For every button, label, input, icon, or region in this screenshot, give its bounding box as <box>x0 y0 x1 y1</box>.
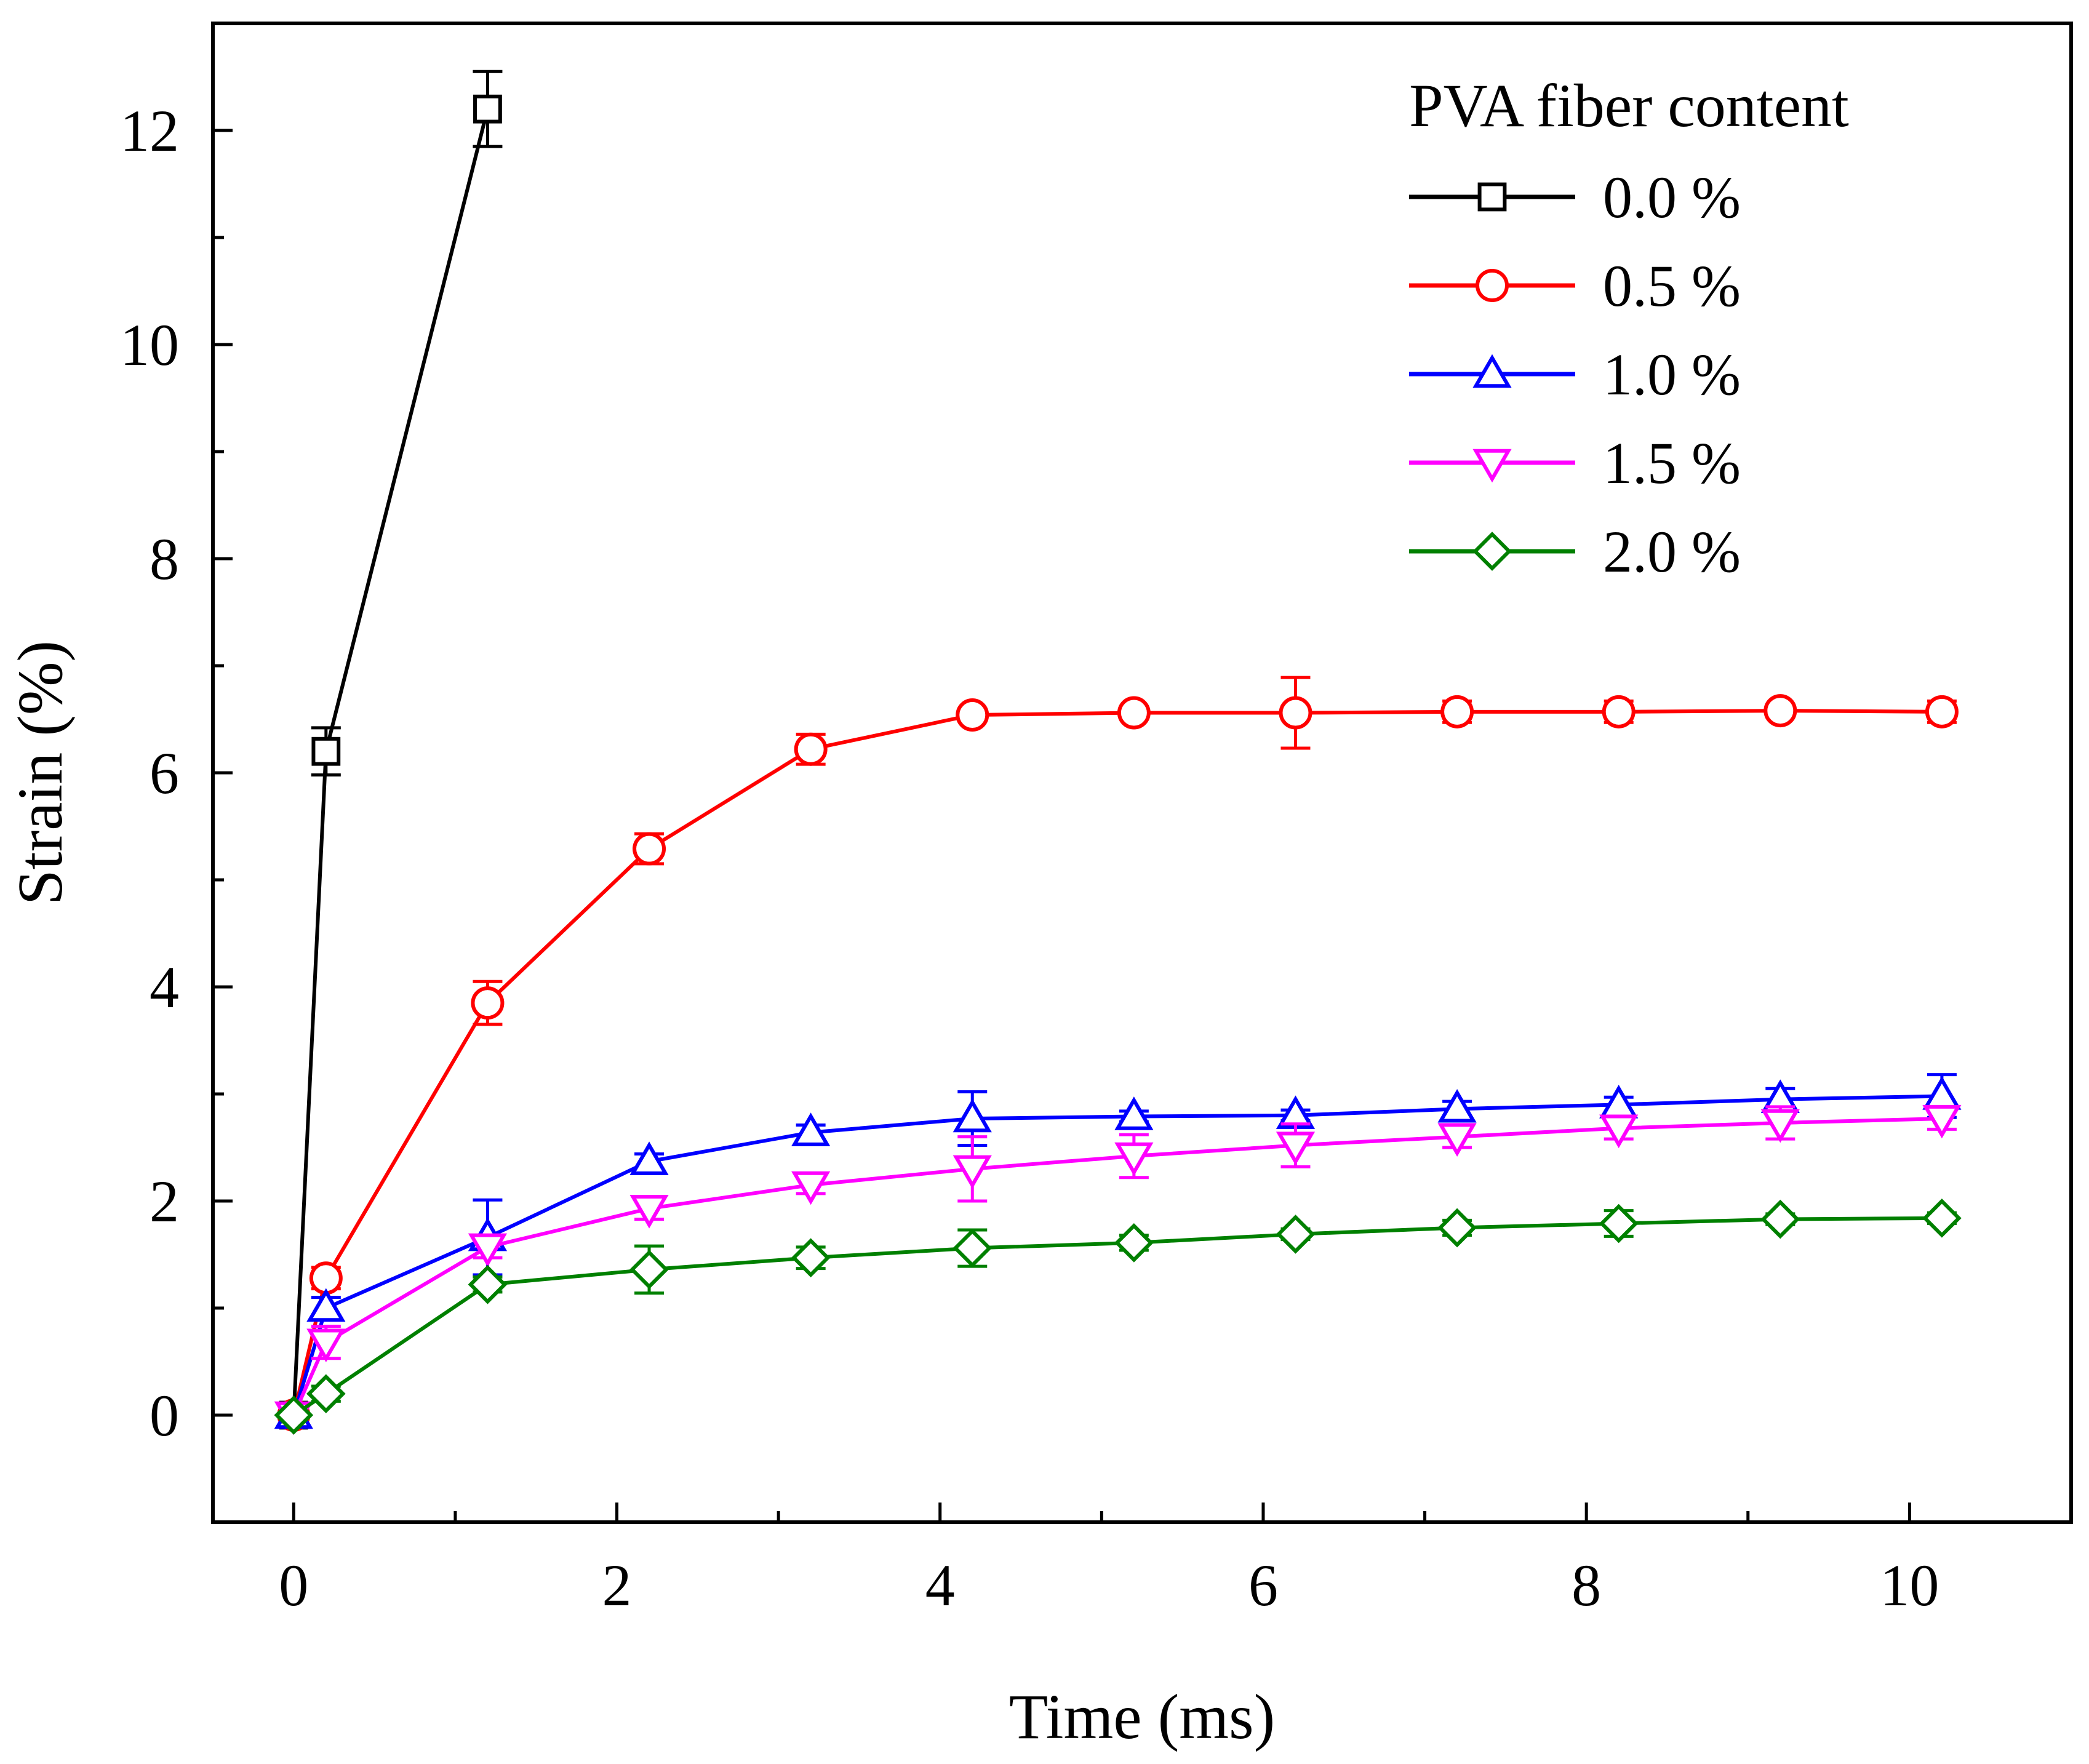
legend-label: 0.5 % <box>1603 253 1741 319</box>
data-point <box>1117 696 1151 730</box>
data-point <box>953 1155 992 1189</box>
data-point <box>471 986 505 1020</box>
series-line <box>292 709 1942 1416</box>
data-point <box>953 1098 992 1133</box>
data-point <box>1437 1088 1477 1123</box>
y-tick-label: 12 <box>120 98 179 164</box>
data-point <box>468 1233 508 1267</box>
x-tick-label: 8 <box>1572 1552 1601 1618</box>
data-point <box>1763 694 1797 728</box>
legend-label: 2.0 % <box>1603 519 1741 585</box>
y-tick-label: 4 <box>150 954 179 1020</box>
axes: 0 2 4 6 8 10 0 2 4 6 8 10 12 <box>120 98 1939 1618</box>
legend-title: PVA fiber content <box>1409 71 1849 140</box>
legend-marker <box>1472 354 1512 388</box>
data-point <box>1276 1215 1316 1254</box>
data-point <box>306 1374 346 1414</box>
x-tick-label: 10 <box>1880 1552 1939 1618</box>
y-axis-title: Strain (%) <box>5 641 76 905</box>
data-point <box>791 1238 831 1278</box>
data-point <box>311 736 341 766</box>
data-point <box>1114 1223 1154 1263</box>
series-line <box>292 1216 1942 1417</box>
legend-marker <box>1472 532 1512 571</box>
data-point <box>791 1171 831 1205</box>
legend-label: 1.0 % <box>1603 341 1741 407</box>
data-point <box>468 1264 508 1304</box>
legend: PVA fiber content 0.0 % 0.5 % 1.0 % 1.5 % 2.… <box>1409 71 1849 585</box>
x-tick-label: 0 <box>279 1552 308 1618</box>
legend-entry: 1.0 % <box>1409 341 1741 407</box>
data-point <box>1437 1208 1477 1248</box>
x-tick-label: 6 <box>1248 1552 1278 1618</box>
data-point <box>1114 1096 1154 1130</box>
data-point <box>1276 1131 1316 1165</box>
data-point <box>1602 695 1636 728</box>
legend-entry: 0.0 % <box>1409 164 1741 230</box>
x-axis-title: Time (ms) <box>1009 1682 1275 1752</box>
data-point <box>633 832 666 866</box>
y-tick-label: 10 <box>120 312 179 378</box>
data-point <box>1922 1104 1962 1139</box>
data-point <box>306 1328 346 1363</box>
data-point <box>1437 1123 1477 1157</box>
plot-area <box>274 70 1962 1435</box>
y-tick-label: 8 <box>150 526 179 592</box>
legend-marker <box>1476 269 1509 302</box>
legend-entry: 2.0 % <box>1409 519 1741 585</box>
data-point <box>306 1288 346 1322</box>
data-point <box>1922 1198 1962 1238</box>
data-point <box>629 1250 669 1290</box>
data-point <box>1114 1142 1154 1176</box>
y-tick-label: 2 <box>150 1168 179 1234</box>
data-point <box>274 1395 314 1435</box>
data-point <box>1599 1203 1639 1243</box>
series-2-0 <box>274 1198 1962 1435</box>
data-point <box>1760 1109 1800 1143</box>
legend-label: 1.5 % <box>1603 430 1741 496</box>
series-line <box>292 1117 1942 1416</box>
series-0-5 <box>277 676 1959 1432</box>
y-tick-label: 0 <box>150 1383 179 1448</box>
legend-label: 0.0 % <box>1603 164 1741 230</box>
data-point <box>794 732 828 766</box>
data-point <box>629 1194 669 1229</box>
data-point <box>791 1112 831 1146</box>
data-point <box>1925 695 1959 728</box>
legend-marker <box>1477 182 1507 212</box>
x-tick-label: 4 <box>925 1552 955 1618</box>
y-tick-label: 6 <box>150 740 179 806</box>
data-point <box>473 94 502 124</box>
data-point <box>1760 1199 1800 1239</box>
series-line <box>292 1094 1942 1416</box>
data-point <box>953 1228 993 1268</box>
data-point <box>629 1141 669 1175</box>
legend-marker <box>1472 449 1512 483</box>
x-tick-label: 2 <box>602 1552 632 1618</box>
data-point <box>1440 695 1474 728</box>
legend-entry: 1.5 % <box>1409 430 1741 496</box>
data-point <box>956 698 989 732</box>
legend-entry: 0.5 % <box>1409 253 1741 319</box>
data-point <box>1599 1114 1639 1149</box>
data-point <box>1279 696 1312 730</box>
